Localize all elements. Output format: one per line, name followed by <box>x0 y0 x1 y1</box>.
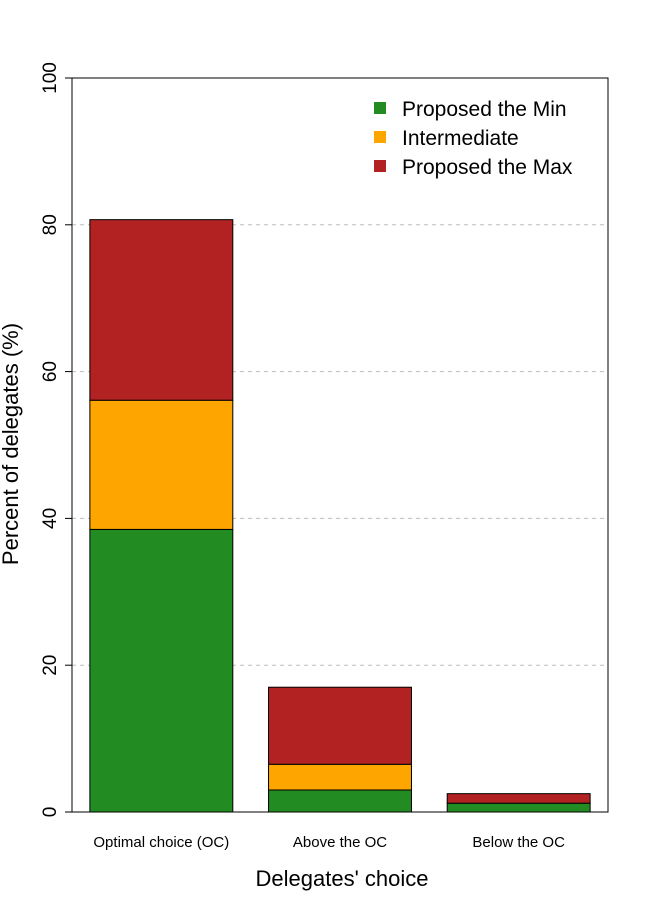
legend: Proposed the Min Intermediate Proposed the… <box>374 98 573 179</box>
y-tick-label: 80 <box>40 214 61 235</box>
x-tick-label: Above the OC <box>293 834 387 851</box>
y-tick-label: 20 <box>40 655 61 676</box>
y-tick-label: 100 <box>40 62 61 94</box>
y-tick-label: 60 <box>40 361 61 382</box>
y-tick-label: 0 <box>40 807 61 818</box>
legend-swatch <box>374 160 386 172</box>
legend-label: Intermediate <box>402 127 519 150</box>
y-tick-label: 40 <box>40 508 61 529</box>
x-tick-label: Optimal choice (OC) <box>93 834 229 851</box>
plot-frame <box>71 77 609 813</box>
bar-segment-max <box>446 793 591 804</box>
bars <box>89 219 591 813</box>
legend-label: Proposed the Min <box>402 98 567 121</box>
x-axis-title: Delegates' choice <box>256 866 429 891</box>
y-axis: 0 20 40 60 80 100 <box>40 62 72 817</box>
bar-segment-min <box>268 789 412 813</box>
bar-segment-max <box>89 219 234 401</box>
bar-segment-min <box>446 802 591 813</box>
bar-segment-intermediate <box>268 763 412 791</box>
y-axis-title: Percent of delegates (%) <box>0 323 23 565</box>
x-tick-label: Below the OC <box>472 834 565 851</box>
x-axis: Optimal choice (OC) Above the OC Below the… <box>93 834 565 851</box>
legend-swatch <box>374 131 386 143</box>
bar-segment-intermediate <box>89 399 234 530</box>
bar-segment-max <box>268 686 412 765</box>
legend-swatch <box>374 102 386 114</box>
bar-segment-min <box>89 528 234 813</box>
legend-label: Proposed the Max <box>402 156 573 179</box>
